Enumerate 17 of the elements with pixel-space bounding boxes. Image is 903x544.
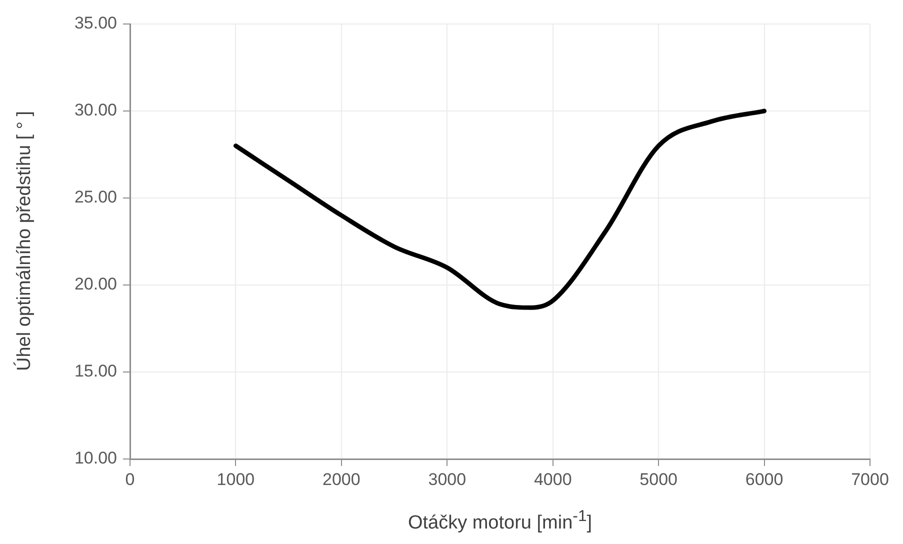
- y-tick-label: 30.00: [74, 100, 117, 120]
- x-tick-label: 0: [125, 470, 135, 489]
- x-tick-label: 6000: [745, 470, 784, 489]
- y-tick-label: 35.00: [74, 14, 117, 33]
- x-tick-label: 2000: [322, 470, 360, 489]
- y-tick-label: 25.00: [74, 188, 117, 207]
- y-tick-label: 20.00: [74, 274, 117, 294]
- y-tick-label: 15.00: [74, 362, 117, 381]
- line-series: [233, 108, 767, 310]
- y-axis-title: Úhel optimálního předstihu [ ° ]: [14, 110, 36, 374]
- x-tick-label: 3000: [428, 470, 466, 489]
- x-tick-label: 4000: [534, 470, 572, 489]
- x-axis-title: Otáčky motoru [min$^{-1}$]: [406, 508, 594, 534]
- x-tick-label: 1000: [216, 470, 255, 489]
- x-tick-label: 5000: [640, 470, 678, 489]
- x-tick-label: 7000: [851, 470, 889, 489]
- y-tick-label: 10.00: [74, 448, 117, 468]
